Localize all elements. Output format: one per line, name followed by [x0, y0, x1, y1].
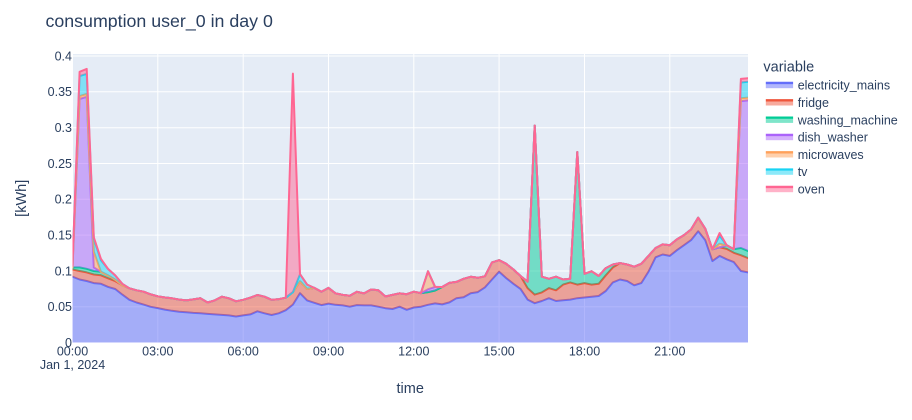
svg-text:variable: variable	[763, 60, 814, 76]
svg-text:Jan 1, 2024: Jan 1, 2024	[40, 358, 105, 372]
svg-text:15:00: 15:00	[483, 345, 514, 359]
svg-text:03:00: 03:00	[142, 345, 173, 359]
svg-text:12:00: 12:00	[398, 345, 429, 359]
svg-text:[kWh]: [kWh]	[14, 180, 30, 217]
svg-text:tv: tv	[798, 165, 808, 179]
svg-text:00:00: 00:00	[57, 345, 88, 359]
svg-text:oven: oven	[798, 183, 825, 197]
svg-text:0.4: 0.4	[55, 49, 72, 63]
svg-text:0.05: 0.05	[48, 300, 72, 314]
svg-text:0.15: 0.15	[48, 229, 72, 243]
svg-text:dish_washer: dish_washer	[798, 131, 868, 145]
svg-text:0.3: 0.3	[55, 121, 72, 135]
svg-text:washing_machine: washing_machine	[797, 113, 898, 127]
svg-text:0.25: 0.25	[48, 157, 72, 171]
svg-text:microwaves: microwaves	[798, 148, 864, 162]
svg-text:time: time	[396, 381, 423, 397]
svg-text:09:00: 09:00	[313, 345, 344, 359]
svg-text:electricity_mains: electricity_mains	[798, 79, 890, 93]
svg-text:18:00: 18:00	[569, 345, 600, 359]
svg-text:0: 0	[65, 336, 72, 350]
svg-text:fridge: fridge	[798, 96, 829, 110]
svg-text:0.35: 0.35	[48, 85, 72, 99]
svg-text:0.1: 0.1	[55, 264, 72, 278]
svg-text:21:00: 21:00	[654, 345, 685, 359]
svg-text:06:00: 06:00	[228, 345, 259, 359]
svg-text:consumption user_0 in day 0: consumption user_0 in day 0	[46, 11, 273, 32]
svg-text:0.2: 0.2	[55, 193, 72, 207]
